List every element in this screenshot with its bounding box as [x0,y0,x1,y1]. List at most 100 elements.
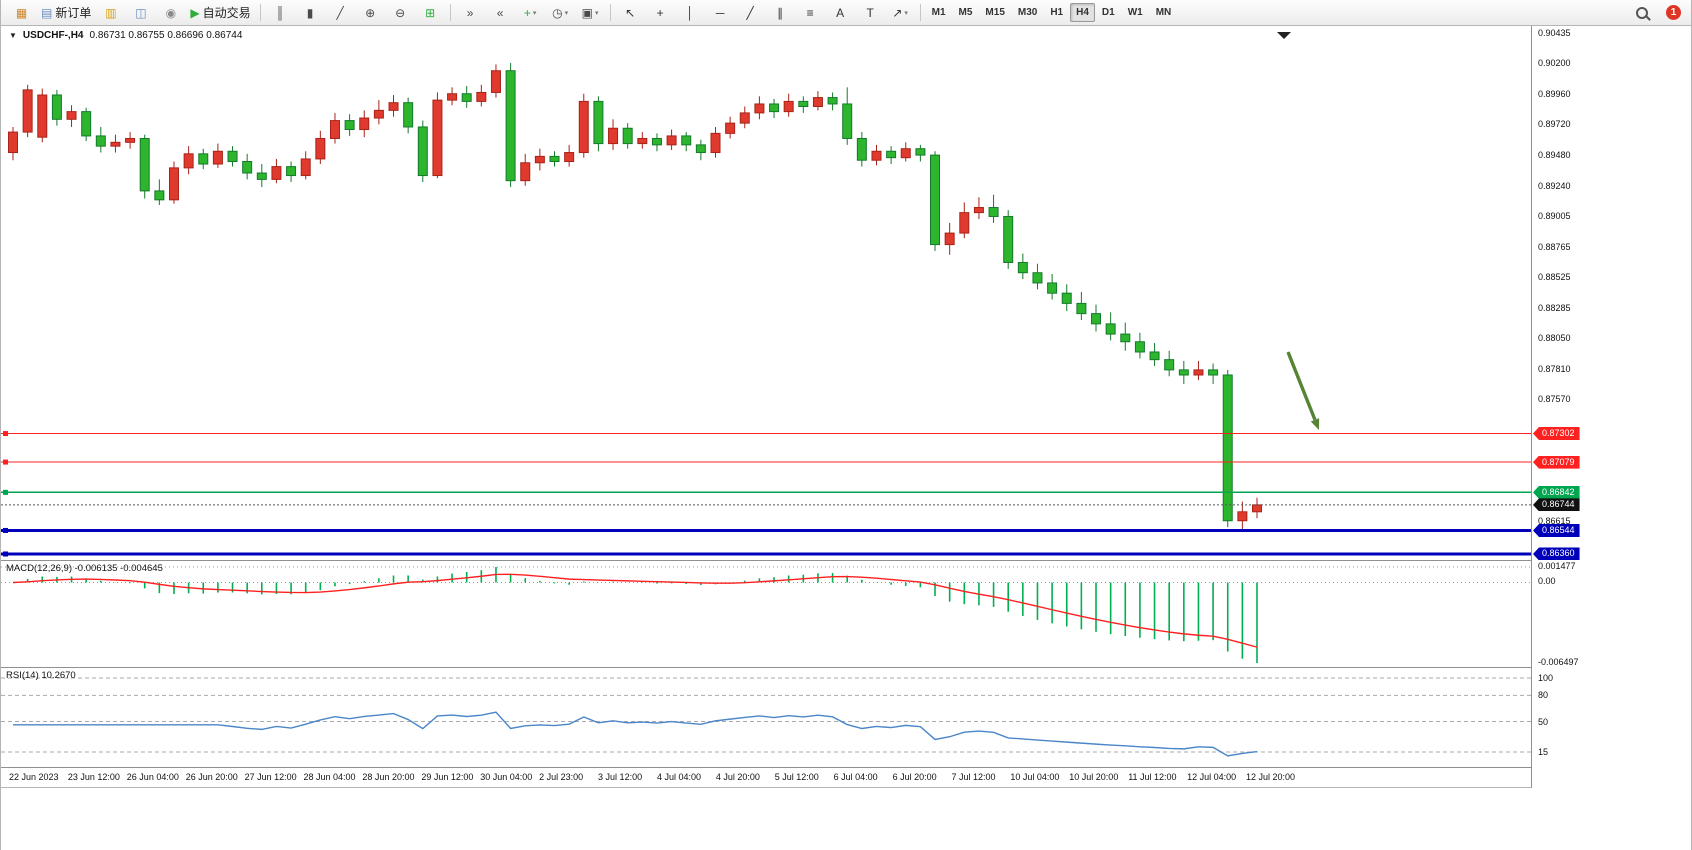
rsi-panel[interactable]: RSI(14) 10.2670 [1,668,1531,768]
cursor-icon: ↖ [625,5,636,20]
new-chart-icon[interactable]: ▦ [7,2,36,24]
price-tick: 0.88285 [1538,302,1571,313]
channel-icon: ∥ [777,5,784,20]
trendline-icon: ╱ [746,5,754,20]
macd-tick: 0.00 [1538,576,1556,587]
text-label-icon: T [866,5,874,20]
zoom-in-icon: ⊕ [365,5,376,20]
timeframe-d1[interactable]: D1 [1101,7,1115,18]
price-tick: 0.87810 [1538,363,1571,374]
profiles-icon: ▥ [105,5,117,20]
horizontal-line-icon[interactable]: ─ [706,2,735,24]
notification-badge[interactable]: 1 [1666,5,1681,20]
timeframe-m15[interactable]: M15 [985,7,1005,18]
collapse-triangle-icon[interactable]: ▼ [9,31,17,40]
candlestick-chart-canvas[interactable] [1,26,1531,560]
trendline-icon[interactable]: ╱ [736,2,765,24]
auto-trading-button-label: 自动交易 [202,6,251,20]
bar-chart-icon[interactable]: ║ [266,2,295,24]
text-icon[interactable]: A [826,2,855,24]
add-indicator-icon: + [523,5,531,20]
support-line-blue-1-price-label: 0.86544 [1533,523,1580,537]
time-label: 12 Jul 04:00 [1187,772,1237,782]
price-tick: 0.86615 [1538,516,1571,527]
price-tick: 0.88050 [1538,332,1571,343]
rsi-level-label: 100 [1538,673,1554,683]
ohlc-values: 0.86731 0.86755 0.86696 0.86744 [89,30,243,41]
chart-title: ▼ USDCHF-,H4 0.86731 0.86755 0.86696 0.8… [9,30,242,41]
rsi-level-label: 15 [1538,746,1549,757]
timeframe-w1[interactable]: W1 [1127,7,1143,18]
time-label: 12 Jul 20:00 [1246,772,1296,782]
macd-panel[interactable]: MACD(12,26,9) -0.006135 -0.004645 [1,560,1531,668]
tile-windows-icon: ⊞ [425,5,436,20]
auto-scroll-icon: » [466,5,474,20]
price-tick: 0.88765 [1538,241,1571,252]
new-chart-icon: ▦ [15,5,28,20]
new-order-button: ▤ [41,5,53,20]
time-label: 29 Jun 12:00 [421,772,474,782]
macd-tick: -0.006497 [1538,657,1579,667]
symbol-label: USDCHF-,H4 [22,30,84,41]
timeframe-h4[interactable]: H4 [1070,3,1095,22]
new-order-button[interactable]: ▤ 新订单 [37,2,95,24]
time-label: 26 Jun 20:00 [185,772,238,782]
candlestick-chart-icon[interactable]: ▮ [296,2,325,24]
time-label: 22 Jun 2023 [9,772,59,782]
toolbar-separator [259,4,261,21]
line-chart-icon[interactable]: ╱ [326,2,355,24]
template-icon[interactable]: ▣ ▾ [576,2,605,24]
fibonacci-icon[interactable]: ≡ [796,2,825,24]
price-tick: 0.90435 [1538,28,1571,38]
tile-windows-icon[interactable]: ⊞ [416,2,445,24]
zoom-out-icon[interactable]: ⊖ [386,2,415,24]
price-axis[interactable]: 0.90435 0.90200 0.89960 0.89720 0.89480 0.892… [1531,26,1691,788]
toolbar: ▦ ▤ 新订单 ▥ ◫ ◉ ▶ 自动交易 ║ ▮ ╱ ⊕ ⊖ ⊞» «+ ▾ ◷ ▾ ▣ ▾ ↖ + │ ─ ╱ ∥ ≡ A T ↗ ▾ M1… [1,0,1691,26]
timeframe-m30[interactable]: M30 [1017,7,1038,18]
period-clock-icon[interactable]: ◷ ▾ [546,2,575,24]
time-axis[interactable]: 22 Jun 2023 23 Jun 12:00 26 Jun 04:00 26 Ju… [1,768,1531,788]
macd-canvas[interactable] [1,561,1531,667]
support-line-blue-2-price-label: 0.86360 [1533,547,1580,561]
toolbar-separator [919,4,921,21]
market-watch-icon[interactable]: ◫ [126,2,155,24]
timeframe-m1[interactable]: M1 [931,7,946,18]
zoom-in-icon[interactable]: ⊕ [356,2,385,24]
market-watch-icon: ◫ [135,5,147,20]
line-chart-icon: ╱ [336,5,344,20]
timeframe-m5[interactable]: M5 [958,7,973,18]
profiles-icon[interactable]: ▥ [96,2,125,24]
vertical-line-icon: │ [686,5,694,20]
arrows-icon[interactable]: ↗ ▾ [886,2,915,24]
add-indicator-icon[interactable]: + ▾ [516,2,545,24]
cursor-icon[interactable]: ↖ [616,2,645,24]
period-clock-icon: ◷ [552,5,563,20]
rsi-canvas[interactable] [1,668,1531,766]
price-tick: 0.89005 [1538,210,1571,221]
timeframe-mn[interactable]: MN [1155,7,1172,18]
search-icon [1635,6,1648,19]
search-button[interactable] [1627,2,1656,24]
fibonacci-icon: ≡ [806,5,814,20]
price-tick: 0.89960 [1538,88,1571,99]
auto-trading-button: ▶ [190,5,200,20]
rsi-level-label: 50 [1538,716,1549,727]
auto-scroll-icon[interactable]: » [456,2,485,24]
price-tick: 0.87570 [1538,394,1571,405]
text-label-icon[interactable]: T [856,2,885,24]
time-label: 5 Jul 12:00 [774,772,819,782]
resistance-line-1-price-label: 0.87302 [1533,427,1580,441]
channel-icon[interactable]: ∥ [766,2,795,24]
crosshair-icon[interactable]: + [646,2,675,24]
time-label: 23 Jun 12:00 [67,772,120,782]
chart-shift-icon[interactable]: « [486,2,515,24]
new-order-button-label: 新订单 [55,6,92,20]
vertical-line-icon[interactable]: │ [676,2,705,24]
timeframe-h1[interactable]: H1 [1050,7,1064,18]
time-label: 28 Jun 20:00 [362,772,415,782]
time-label: 3 Jul 12:00 [598,772,643,782]
data-window-icon[interactable]: ◉ [156,2,185,24]
auto-trading-button[interactable]: ▶ 自动交易 [186,2,254,24]
main-chart-panel[interactable]: ▼ USDCHF-,H4 0.86731 0.86755 0.86696 0.8… [1,26,1531,560]
